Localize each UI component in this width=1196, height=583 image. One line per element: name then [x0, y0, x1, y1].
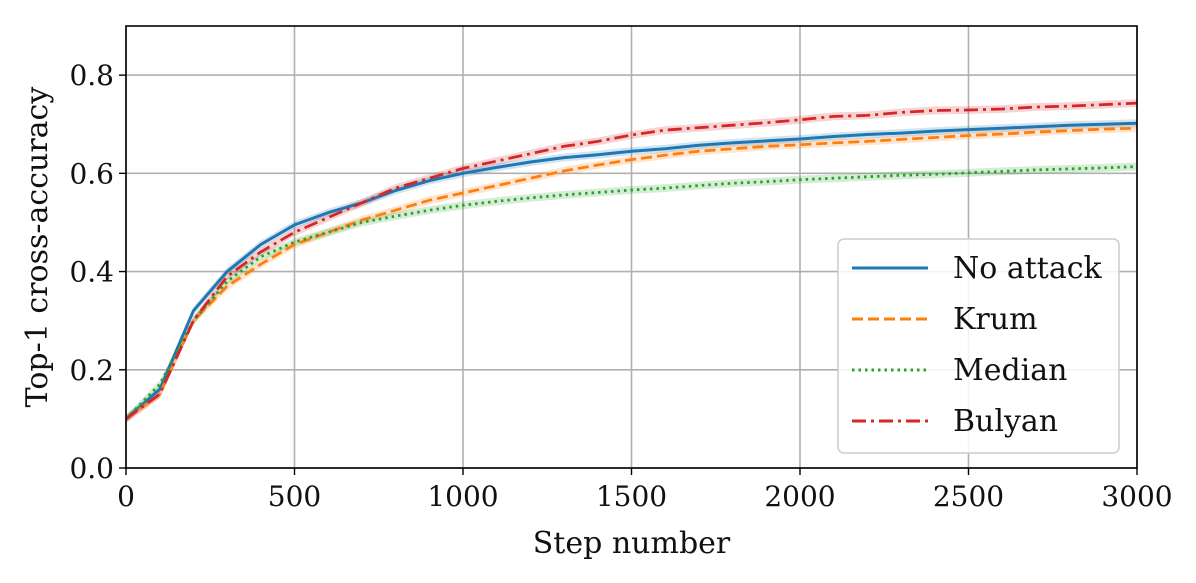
x-tick-label: 0: [117, 480, 135, 513]
x-tick-label: 500: [268, 480, 321, 513]
x-tick-label: 1000: [427, 480, 498, 513]
legend-label-no-attack: No attack: [953, 251, 1103, 286]
x-axis-title: Step number: [533, 526, 731, 561]
legend-label-krum: Krum: [953, 302, 1038, 337]
y-tick-label: 0.4: [69, 256, 114, 289]
y-tick-label: 0.6: [69, 157, 114, 190]
legend-label-bulyan: Bulyan: [953, 404, 1058, 439]
y-tick-label: 0.0: [69, 452, 114, 485]
x-tick-label: 3000: [1101, 480, 1172, 513]
y-axis-title: Top-1 cross-accuracy: [20, 87, 55, 408]
x-tick-label: 2500: [933, 480, 1004, 513]
x-tick-label: 2000: [764, 480, 835, 513]
no-attack-line: [126, 121, 1137, 421]
legend-box: [837, 238, 1120, 454]
y-tick-label: 0.8: [69, 59, 114, 92]
bulyan-line: [126, 101, 1137, 421]
median-line: [126, 165, 1137, 420]
series-lines: [126, 101, 1137, 421]
axis-ticks: 0 500 1000 1500 2000 2500 3000 0.0 0.2 0.4 0.6 0.8: [69, 59, 1172, 513]
y-tick-label: 0.2: [69, 354, 114, 387]
legend-label-median: Median: [953, 353, 1067, 388]
x-tick-label: 1500: [596, 480, 667, 513]
legend: No attack Krum Median Bulyan: [837, 238, 1120, 454]
krum-line: [126, 126, 1137, 421]
